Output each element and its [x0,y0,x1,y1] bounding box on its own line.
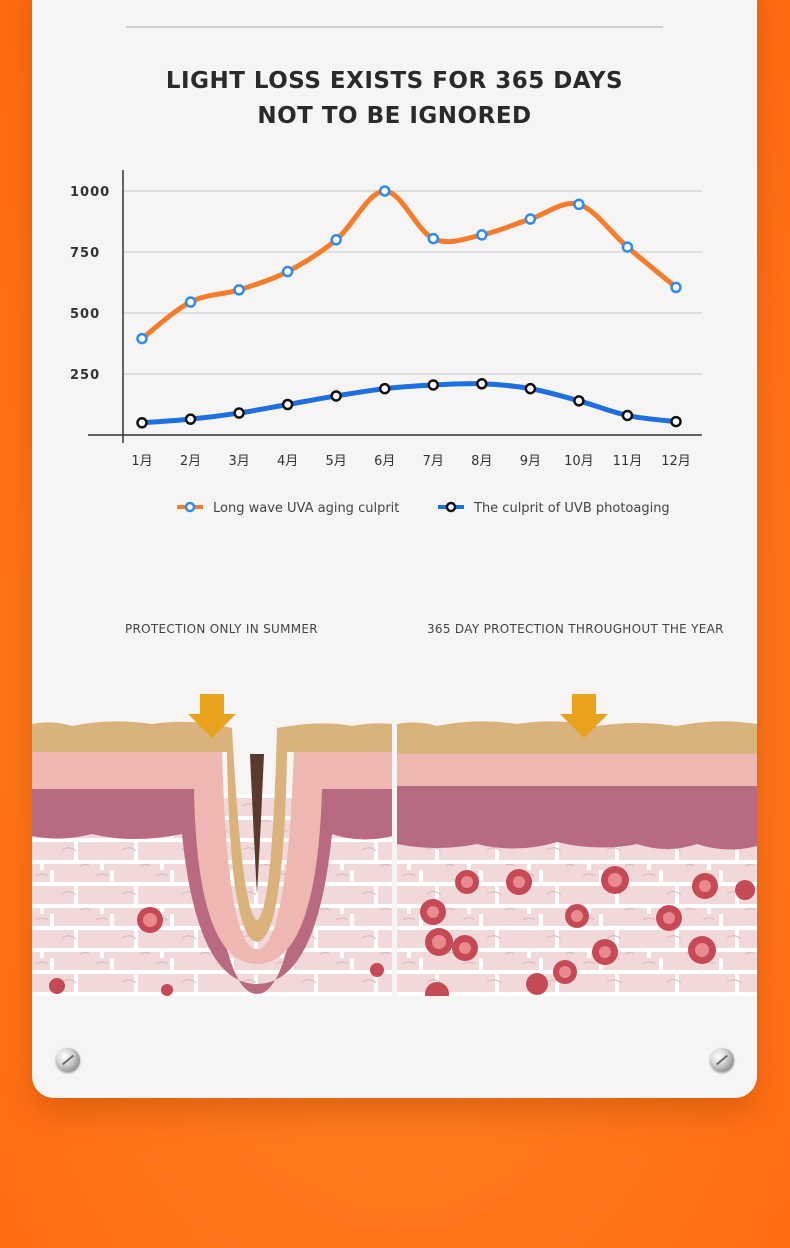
data-point-uva [524,213,537,225]
data-point-uvb [184,413,197,425]
x-tick-label: 2月 [180,454,201,469]
x-tick-label: 4月 [277,454,298,469]
data-point-uva [330,234,342,246]
y-tick-label: 500 [70,307,100,322]
screw-icon [56,1048,80,1072]
data-point-uva [233,284,245,296]
x-tick-label: 9月 [520,454,541,469]
x-tick-label: 10月 [564,454,594,469]
data-point-uvb [524,382,537,395]
x-tick-label: 6月 [374,454,395,469]
data-point-uva [378,185,391,197]
data-point-uvb [573,395,585,407]
data-point-uvb [670,415,682,428]
legend-marker [445,501,457,513]
data-point-uvb [330,390,342,402]
data-point-uva [670,281,682,294]
x-tick-label: 7月 [423,454,444,469]
data-point-uva [621,241,634,253]
data-point-uvb [233,407,245,419]
legend-marker [184,501,196,513]
x-tick-label: 11月 [613,454,643,469]
data-point-uva [281,265,294,278]
data-point-uvb [621,409,634,422]
info-card: LIGHT LOSS EXISTS FOR 365 DAYS NOT TO BE… [32,0,757,1098]
data-point-uva [476,229,488,241]
legend-label: The culprit of UVB photoaging [473,501,670,516]
series-line-uvb [139,381,679,426]
x-tick-label: 3月 [228,454,249,469]
chart-title-line1: LIGHT LOSS EXISTS FOR 365 DAYS [165,68,624,94]
data-point-uvb [378,382,391,395]
data-point-uvb [281,398,294,411]
x-tick-label: 5月 [326,454,347,469]
legend-label: Long wave UVA aging culprit [213,501,399,516]
data-point-uva [184,296,197,308]
data-point-uva [573,198,585,211]
skin-illustration-summer-only [32,694,392,996]
data-point-uvb [136,417,148,429]
skin-illustration-year-round [397,694,757,996]
x-tick-label: 12月 [661,454,691,469]
data-point-uvb [476,378,488,390]
screw-icon [710,1048,734,1072]
uv-line-chart: 250 500 750 1000 1月 2月 3月 4月 5月 6月 7月 8月 9月 10月 11月 12月… [70,170,702,516]
data-point-uvb [427,379,440,391]
caption-summer-only: PROTECTION ONLY IN SUMMER [125,622,318,636]
y-tick-label: 750 [70,246,100,261]
caption-year-round: 365 DAY PROTECTION THROUGHOUT THE YEAR [427,622,724,636]
y-tick-label: 1000 [70,185,110,200]
x-tick-label: 8月 [471,454,492,469]
x-tick-label: 1月 [131,454,152,469]
data-point-uva [136,332,148,345]
data-point-uva [427,232,440,245]
divider [126,26,663,28]
series-line-uva [139,188,679,342]
chart-title-line2: NOT TO BE IGNORED [257,103,532,129]
y-tick-label: 250 [70,368,100,383]
